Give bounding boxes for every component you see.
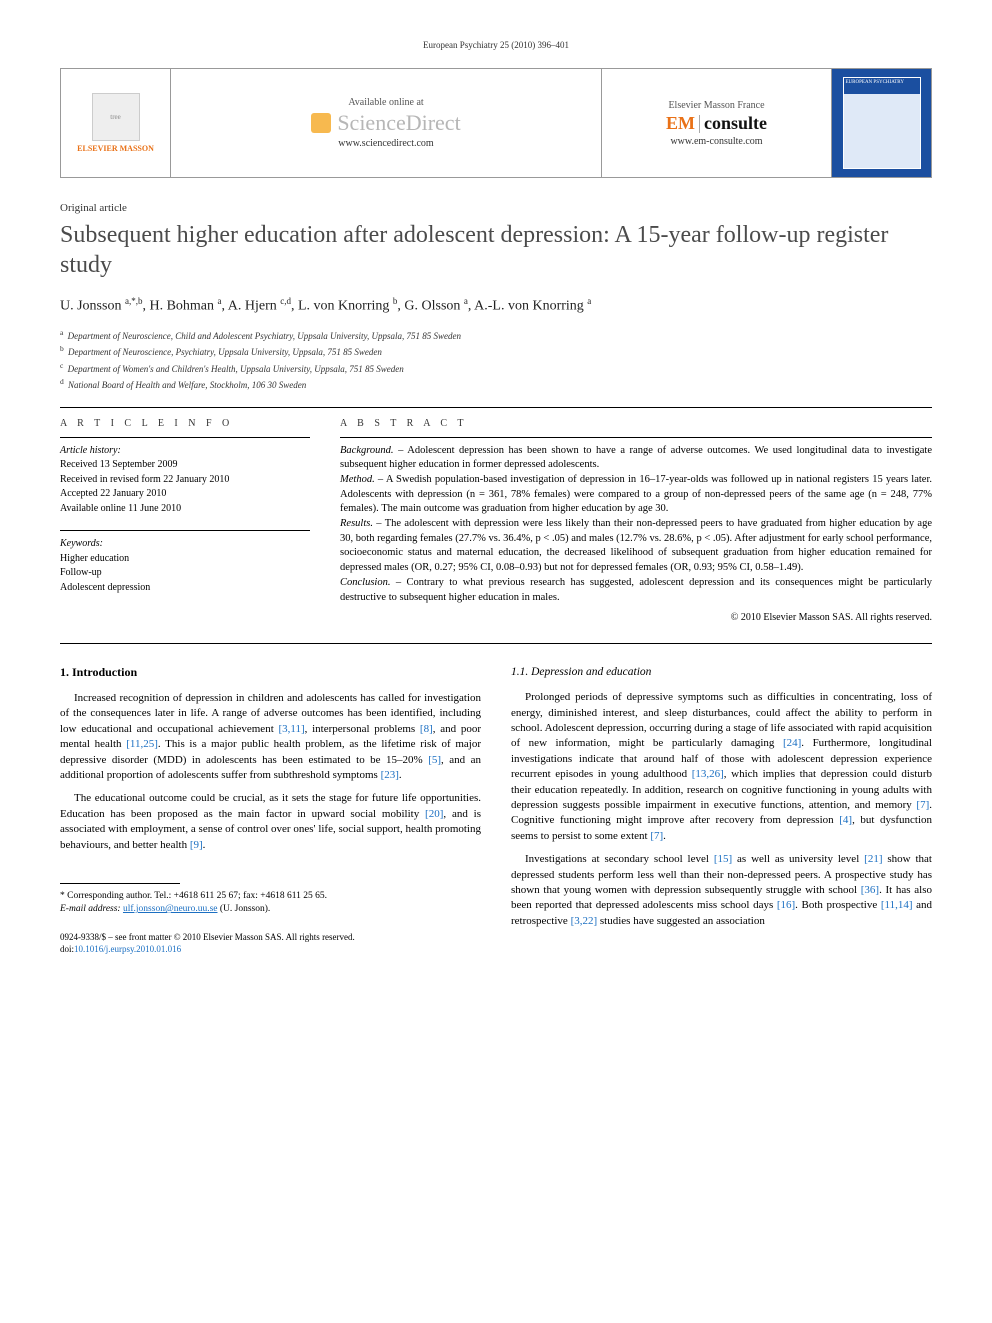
history-line: Received 13 September 2009	[60, 458, 310, 473]
section-heading-1: 1. Introduction	[60, 664, 481, 681]
banner-available-online: Available online at	[348, 97, 423, 108]
article-title: Subsequent higher education after adoles…	[60, 220, 932, 280]
cover-title: EUROPEAN PSYCHIATRY	[844, 78, 920, 94]
corresp-email[interactable]: ulf.jonsson@neuro.uu.se	[123, 904, 218, 914]
paragraph: Investigations at secondary school level…	[511, 852, 932, 929]
banner-publisher: tree ELSEVIER MASSON	[61, 69, 171, 177]
affiliation: a Department of Neuroscience, Child and …	[60, 327, 932, 344]
copyright-footer: 0924-9338/$ – see front matter © 2010 El…	[60, 931, 481, 944]
corresponding-author: * Corresponding author. Tel.: +4618 611 …	[60, 890, 481, 917]
abstract-conclusion-label: Conclusion. –	[340, 577, 401, 588]
section-heading-1-1: 1.1. Depression and education	[511, 664, 932, 680]
article-type: Original article	[60, 202, 932, 214]
paragraph: Prolonged periods of depressive symptoms…	[511, 690, 932, 844]
affiliation: b Department of Neuroscience, Psychiatry…	[60, 343, 932, 360]
banner-publisher-label: ELSEVIER MASSON	[77, 145, 154, 154]
history-line: Received in revised form 22 January 2010	[60, 473, 310, 488]
keywords-label: Keywords:	[60, 537, 310, 552]
affiliation: c Department of Women's and Children's H…	[60, 360, 932, 377]
sciencedirect-logo: ScienceDirect	[311, 110, 460, 136]
em-top-label: Elsevier Masson France	[668, 100, 764, 111]
sciencedirect-url[interactable]: www.sciencedirect.com	[338, 138, 433, 149]
em-logo-right: consulte	[704, 113, 767, 133]
emconsulte-logo: EM consulte	[666, 113, 767, 134]
abstract-background-label: Background. –	[340, 445, 403, 456]
article-history: Article history: Received 13 September 2…	[60, 437, 310, 517]
history-line: Accepted 22 January 2010	[60, 487, 310, 502]
abstract-method-label: Method. –	[340, 474, 383, 485]
abstract-results-label: Results. –	[340, 518, 382, 529]
journal-cover-thumb: EUROPEAN PSYCHIATRY	[843, 77, 921, 169]
affiliation: d National Board of Health and Welfare, …	[60, 376, 932, 393]
abstract-heading: A B S T R A C T	[340, 418, 932, 429]
journal-banner: tree ELSEVIER MASSON Available online at…	[60, 68, 932, 178]
abstract-results: The adolescent with depression were less…	[340, 518, 932, 573]
article-history-label: Article history:	[60, 444, 310, 459]
doi-block: 0924-9338/$ – see front matter © 2010 El…	[60, 931, 481, 956]
abstract: A B S T R A C T Background. – Adolescent…	[340, 418, 932, 626]
body-col-right: 1.1. Depression and education Prolonged …	[511, 658, 932, 955]
affiliations: a Department of Neuroscience, Child and …	[60, 327, 932, 393]
paragraph: Increased recognition of depression in c…	[60, 691, 481, 783]
article-info-heading: A R T I C L E I N F O	[60, 418, 310, 429]
sciencedirect-name: ScienceDirect	[337, 110, 460, 136]
rule-bottom	[60, 643, 932, 644]
abstract-copyright: © 2010 Elsevier Masson SAS. All rights r…	[340, 611, 932, 625]
corresp-line: * Corresponding author. Tel.: +4618 611 …	[60, 890, 481, 903]
keyword: Higher education	[60, 552, 310, 567]
em-logo-left: EM	[666, 113, 695, 133]
abstract-conclusion: Contrary to what previous research has s…	[340, 577, 932, 603]
running-head: European Psychiatry 25 (2010) 396–401	[60, 40, 932, 50]
doi-prefix: doi:	[60, 944, 74, 954]
keyword: Follow-up	[60, 566, 310, 581]
banner-emconsulte: Elsevier Masson France EM consulte www.em…	[601, 69, 831, 177]
emconsulte-url[interactable]: www.em-consulte.com	[670, 136, 762, 147]
keywords: Keywords: Higher education Follow-up Ado…	[60, 530, 310, 595]
keyword: Adolescent depression	[60, 581, 310, 596]
banner-sciencedirect: Available online at ScienceDirect www.sc…	[171, 69, 601, 177]
footnote-separator	[60, 883, 180, 884]
doi-link[interactable]: 10.1016/j.eurpsy.2010.01.016	[74, 944, 181, 954]
abstract-background: Adolescent depression has been shown to …	[340, 445, 932, 471]
rule-top	[60, 407, 932, 408]
sciencedirect-icon	[311, 113, 331, 133]
abstract-method: A Swedish population-based investigation…	[340, 474, 932, 514]
email-who: (U. Jonsson).	[220, 904, 270, 914]
authors: U. Jonsson a,*,b, H. Bohman a, A. Hjern …	[60, 296, 932, 315]
body-col-left: 1. Introduction Increased recognition of…	[60, 658, 481, 955]
history-line: Available online 11 June 2010	[60, 502, 310, 517]
elsevier-tree-icon: tree	[92, 93, 140, 141]
email-label: E-mail address:	[60, 904, 121, 914]
article-info: A R T I C L E I N F O Article history: R…	[60, 418, 310, 626]
banner-cover: EUROPEAN PSYCHIATRY	[831, 69, 931, 177]
paragraph: The educational outcome could be crucial…	[60, 791, 481, 853]
